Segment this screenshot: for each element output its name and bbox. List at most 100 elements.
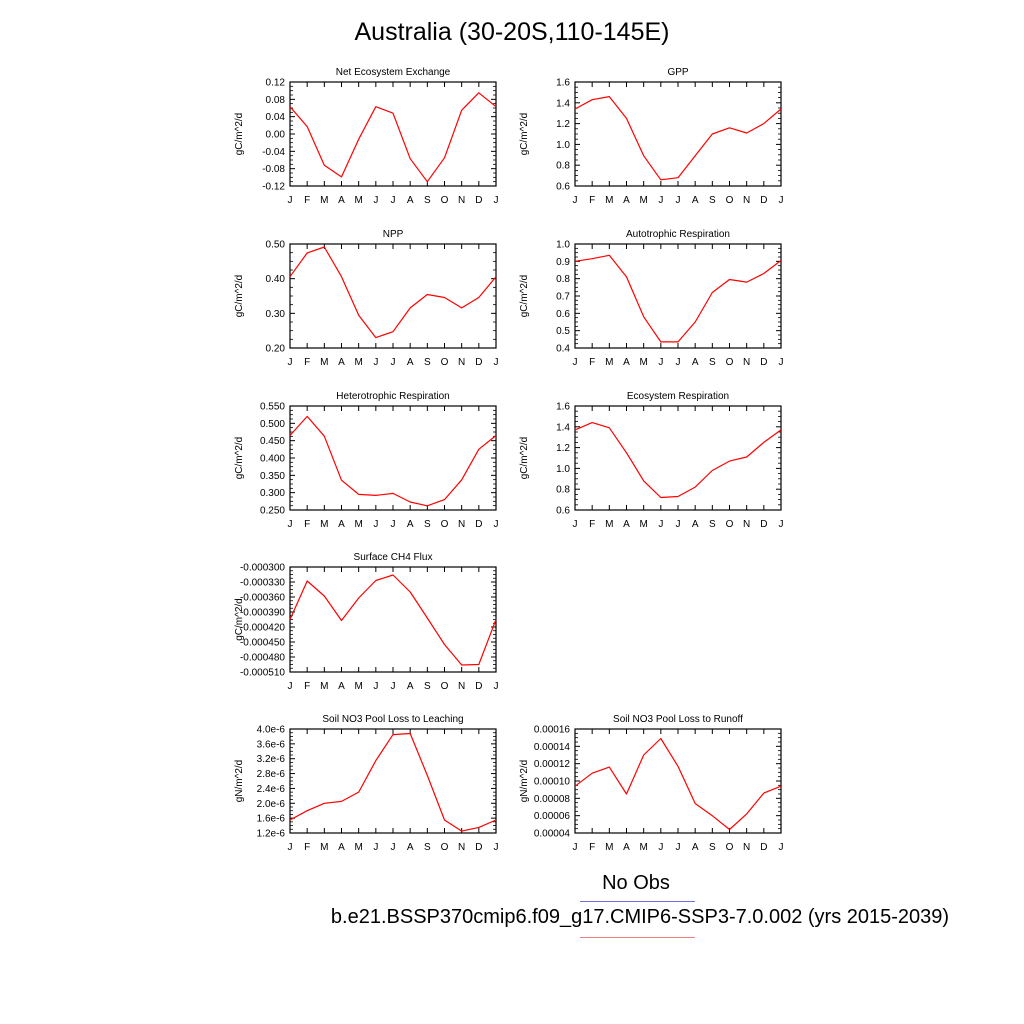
x-tick-label: S xyxy=(424,519,431,530)
x-tick-label: D xyxy=(760,842,767,853)
x-tick-label: J xyxy=(391,519,396,530)
x-tick-label: M xyxy=(639,195,647,206)
x-tick-label: J xyxy=(373,195,378,206)
y-tick-label: 0.8 xyxy=(556,161,570,172)
x-tick-label: M xyxy=(320,842,328,853)
y-tick-label: 0.250 xyxy=(260,506,285,517)
x-tick-label: S xyxy=(709,842,716,853)
plot-frame xyxy=(574,728,782,834)
y-axis-label: gN/m^2/d xyxy=(519,760,530,803)
y-axis-label: gC/m^2/d xyxy=(519,437,530,480)
x-tick-label: N xyxy=(743,195,750,206)
x-tick-label: N xyxy=(743,842,750,853)
legend-obs-label: No Obs xyxy=(602,872,670,894)
series-line xyxy=(289,574,497,666)
chart-title: NPP xyxy=(383,229,404,240)
x-tick-label: J xyxy=(573,195,578,206)
x-tick-label: M xyxy=(320,357,328,368)
y-tick-label: 0.00010 xyxy=(534,777,571,788)
y-tick-label: 1.0 xyxy=(556,464,570,475)
y-tick-label: -0.04 xyxy=(262,147,285,158)
series-line xyxy=(289,246,497,339)
y-tick-label: -0.000450 xyxy=(240,638,285,649)
x-tick-label: A xyxy=(623,842,630,853)
chart-panel: Ecosystem Respiration gC/m^2/d 1.6 1.4 1.2 1.… xyxy=(519,391,784,530)
x-tick-label: M xyxy=(320,681,328,692)
y-axis-label: gC/m^2/d xyxy=(234,598,245,641)
y-tick-label: 1.6 xyxy=(556,78,570,89)
legend-case-line xyxy=(580,937,695,938)
y-tick-label: 0.30 xyxy=(266,309,286,320)
x-tick-label: J xyxy=(494,357,499,368)
x-tick-label: O xyxy=(441,842,449,853)
x-tick-label: M xyxy=(639,357,647,368)
x-tick-label: M xyxy=(320,519,328,530)
x-tick-label: J xyxy=(658,357,663,368)
y-tick-label: 0.00012 xyxy=(534,759,571,770)
x-tick-label: J xyxy=(288,357,293,368)
series-line xyxy=(289,415,497,507)
x-tick-label: O xyxy=(726,357,734,368)
x-tick-label: D xyxy=(760,519,767,530)
chart-title: Autotrophic Respiration xyxy=(626,229,730,240)
x-tick-label: A xyxy=(338,842,345,853)
x-tick-label: M xyxy=(605,519,613,530)
x-tick-label: J xyxy=(494,681,499,692)
y-tick-label: -0.12 xyxy=(262,182,285,193)
x-tick-label: A xyxy=(623,195,630,206)
y-tick-label: 0.6 xyxy=(556,309,570,320)
x-tick-label: J xyxy=(779,357,784,368)
y-axis-label: gC/m^2/d xyxy=(234,113,245,156)
x-tick-label: F xyxy=(589,195,595,206)
y-tick-label: 0.500 xyxy=(260,419,285,430)
y-tick-label: 1.4 xyxy=(556,98,570,109)
y-tick-label: 0.550 xyxy=(260,402,285,413)
x-tick-label: J xyxy=(373,681,378,692)
x-tick-label: D xyxy=(760,195,767,206)
x-tick-label: J xyxy=(658,842,663,853)
x-tick-label: F xyxy=(589,519,595,530)
x-tick-label: S xyxy=(424,842,431,853)
y-axis-label: gN/m^2/d xyxy=(234,760,245,803)
y-tick-label: 0.7 xyxy=(556,292,570,303)
y-tick-label: 0.8 xyxy=(556,274,570,285)
y-axis-label: gC/m^2/d xyxy=(519,275,530,318)
x-tick-label: J xyxy=(573,519,578,530)
x-tick-label: D xyxy=(475,195,482,206)
plot-frame xyxy=(574,243,782,349)
x-tick-label: A xyxy=(692,357,699,368)
x-tick-label: S xyxy=(709,357,716,368)
x-tick-label: O xyxy=(441,357,449,368)
x-tick-label: N xyxy=(743,519,750,530)
plot-frame xyxy=(289,728,497,834)
chart-title: Surface CH4 Flux xyxy=(354,552,433,563)
x-tick-label: N xyxy=(458,357,465,368)
y-tick-label: 1.2 xyxy=(556,443,570,454)
y-tick-label: 2.0e-6 xyxy=(257,799,286,810)
y-tick-label: 1.4 xyxy=(556,422,570,433)
x-tick-label: F xyxy=(589,357,595,368)
x-tick-label: O xyxy=(726,195,734,206)
x-tick-label: J xyxy=(391,195,396,206)
series-line xyxy=(574,422,782,499)
y-tick-label: 0.8 xyxy=(556,485,570,496)
chart-title: Net Ecosystem Exchange xyxy=(336,67,451,78)
y-tick-label: -0.000300 xyxy=(240,563,285,574)
x-tick-label: M xyxy=(354,195,362,206)
series-line xyxy=(289,732,497,832)
x-tick-label: J xyxy=(288,195,293,206)
x-tick-label: M xyxy=(354,519,362,530)
y-tick-label: -0.000510 xyxy=(240,668,285,679)
y-axis-label: gC/m^2/d xyxy=(234,437,245,480)
x-tick-label: N xyxy=(458,195,465,206)
x-tick-label: J xyxy=(494,519,499,530)
y-axis-label: gC/m^2/d xyxy=(234,275,245,318)
y-tick-label: 1.6e-6 xyxy=(257,814,286,825)
chart-panel: Heterotrophic Respiration gC/m^2/d 0.550 0.… xyxy=(234,391,499,530)
y-tick-label: -0.000390 xyxy=(240,608,285,619)
chart-title: GPP xyxy=(667,67,688,78)
x-tick-label: J xyxy=(779,195,784,206)
y-tick-label: 0.9 xyxy=(556,257,570,268)
